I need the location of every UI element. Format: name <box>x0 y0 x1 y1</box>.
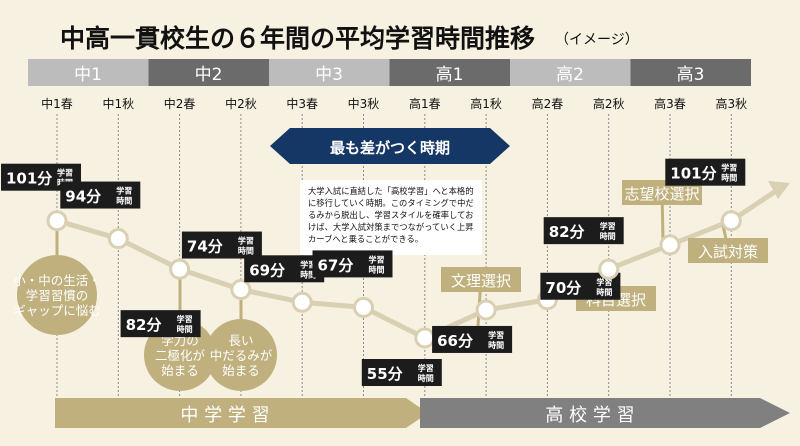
data-label-value: 82分 <box>549 223 585 241</box>
callout-text-line: 始まる <box>222 363 260 378</box>
data-point <box>109 230 127 248</box>
data-label-unit: 時間 <box>418 373 434 383</box>
footer-high-label: 高 校 学 習 <box>545 405 634 426</box>
note-line: に移行していく時期。このタイミングで中だ <box>308 198 474 208</box>
callout-text-line: ギャップに悩む <box>13 303 101 318</box>
data-point <box>355 298 373 316</box>
data-label: 101分学習時間 <box>665 159 745 186</box>
callout-text-line: 学習習慣の <box>26 288 89 303</box>
data-label-unit: 時間 <box>116 196 132 206</box>
year-label: 高1 <box>436 65 464 85</box>
data-point <box>293 293 311 311</box>
data-label: 69分 学習時間 <box>244 255 324 282</box>
term-label: 高3春 <box>654 96 686 111</box>
note-line: 大学入試に直結した「高校学習」へと本格的 <box>308 186 474 196</box>
data-label: 82分 学習時間 <box>544 217 624 244</box>
callout-text-line: 小・中の生活・ <box>13 273 101 288</box>
data-label-unit: 学習 <box>116 186 132 196</box>
data-label-value: 67分 <box>318 256 354 274</box>
term-label: 中2春 <box>164 96 196 111</box>
data-label-value: 82分 <box>126 316 162 334</box>
data-label-unit: 学習 <box>57 168 73 178</box>
term-label: 中3秋 <box>348 96 380 111</box>
note-line: カーブへと乗ることができる。 <box>308 234 423 244</box>
data-point <box>171 260 189 278</box>
callout-text-line: 始まる <box>161 363 199 378</box>
data-label-value: 74分 <box>187 238 223 256</box>
data-label-unit: 学習 <box>488 330 504 340</box>
year-label: 中3 <box>315 65 343 85</box>
term-label: 高2秋 <box>593 96 625 111</box>
data-label-unit: 学習 <box>418 363 434 373</box>
term-label: 中1秋 <box>102 96 134 111</box>
data-label-unit: 時間 <box>488 340 504 350</box>
data-label: 55分 学習時間 <box>362 359 442 386</box>
data-point <box>416 329 434 347</box>
study-time-chart: 中高一貫校生の６年間の平均学習時間推移 （イメージ） 中1 中2 中3 高1 高2 高3 中1春… <box>0 0 800 446</box>
data-label: 94分 学習時間 <box>60 182 140 209</box>
data-label-value: 70分 <box>545 279 581 297</box>
data-point <box>48 212 66 230</box>
term-label: 高1春 <box>409 96 441 111</box>
note-line: けば、大学入試対策までつながっていく上昇 <box>308 222 474 232</box>
data-label-value: 69分 <box>249 261 285 279</box>
callout-text-line: 中だるみが <box>210 348 273 363</box>
chart-title: 中高一貫校生の６年間の平均学習時間推移 <box>60 24 535 53</box>
term-label: 高2春 <box>532 96 564 111</box>
banner-text: 最も差がつく時期 <box>330 139 450 157</box>
data-label-unit: 時間 <box>721 173 737 183</box>
data-label-unit: 時間 <box>600 231 616 241</box>
data-label-unit: 時間 <box>369 264 385 274</box>
tag-text: 志望校選択 <box>624 185 699 203</box>
data-label-unit: 時間 <box>596 287 612 297</box>
note-line: るみから脱出し、学習スタイルを確率してお <box>308 210 473 220</box>
chart-subtitle: （イメージ） <box>555 32 639 48</box>
data-label-unit: 学習 <box>600 221 616 231</box>
year-label: 高3 <box>677 65 705 85</box>
data-label-unit: 時間 <box>238 246 254 256</box>
callout-text-line: 長い <box>228 333 253 348</box>
data-label-unit: 学習 <box>721 163 737 173</box>
data-point <box>477 301 495 319</box>
term-label: 高3秋 <box>715 96 747 111</box>
data-label: 67分 学習時間 <box>313 250 393 277</box>
tag-text: 文理選択 <box>451 272 511 290</box>
term-label: 中2秋 <box>225 96 257 111</box>
year-label: 中2 <box>195 65 223 85</box>
data-label-value: 101分 <box>670 165 716 183</box>
data-point <box>661 236 679 254</box>
data-label: 74分 学習時間 <box>182 232 262 259</box>
callout-text-line: 二極化が <box>155 348 206 363</box>
data-label-value: 101分 <box>6 170 52 188</box>
footer-middle-label: 中 学 学 習 <box>180 405 269 426</box>
term-label: 中1春 <box>41 96 73 111</box>
data-point <box>600 260 618 278</box>
data-point <box>232 281 250 299</box>
data-label-value: 55分 <box>367 365 403 383</box>
year-label: 高2 <box>556 65 584 85</box>
term-label: 中3春 <box>286 96 318 111</box>
data-point <box>722 212 740 230</box>
data-label: 66分 学習時間 <box>432 326 512 353</box>
data-label-unit: 時間 <box>177 324 193 334</box>
data-label-value: 94分 <box>65 188 101 206</box>
tag-text: 入試対策 <box>698 243 758 261</box>
data-label-unit: 学習 <box>238 236 254 246</box>
year-label: 中1 <box>74 65 102 85</box>
data-label-unit: 学習 <box>369 254 385 264</box>
data-label: 82分 学習時間 <box>121 310 201 337</box>
term-label: 高1秋 <box>470 96 502 111</box>
data-label-unit: 学習 <box>177 314 193 324</box>
data-label-value: 66分 <box>437 332 473 350</box>
